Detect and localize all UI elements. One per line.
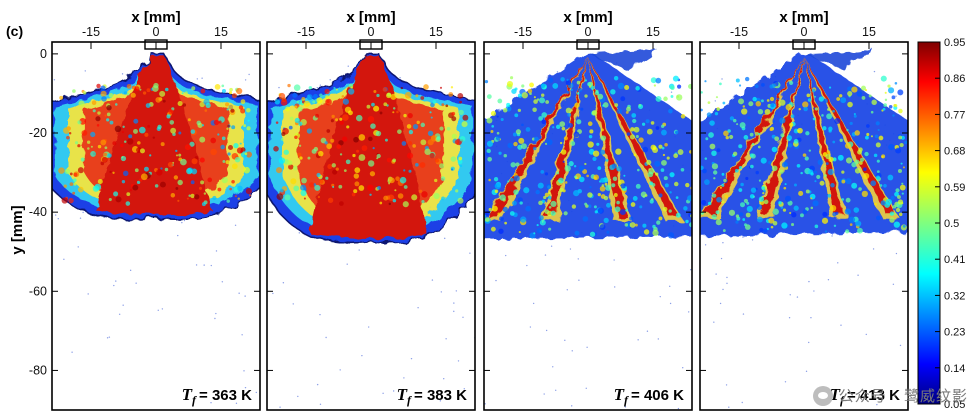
colorbar-tick-label: 0.41 <box>944 254 965 266</box>
colorbar-tick-label: 0.5 <box>944 218 959 230</box>
x-axis-label: x [mm] <box>346 9 395 26</box>
y-tick-label: 0 <box>40 47 47 61</box>
spray-image <box>700 49 908 408</box>
y-tick-label: -20 <box>29 126 47 140</box>
y-axis-label: y [mm] <box>9 205 26 254</box>
colorbar: 0.95 0.86 0.77 0.68 0.59 0.5 0.41 0.32 0.23 0.14 0… <box>917 37 965 411</box>
colorbar-tick-label: 0.23 <box>944 327 965 339</box>
x-tick-label: -15 <box>297 25 315 39</box>
x-tick-label: -15 <box>82 25 100 39</box>
y-tick-label: -80 <box>29 363 47 377</box>
x-tick-label: 0 <box>801 25 808 39</box>
x-tick-label: 15 <box>646 25 660 39</box>
watermark-text: 公众号 · 鹭威纹影 <box>838 386 968 405</box>
x-tick-label: 15 <box>429 25 443 39</box>
x-tick-label: 0 <box>368 25 375 39</box>
x-tick-label: -15 <box>730 25 748 39</box>
colorbar-tick-label: 0.05 <box>944 399 965 411</box>
y-tick-label: -60 <box>29 284 47 298</box>
colorbar-tick-label: 0.95 <box>944 37 965 49</box>
x-tick-label: -15 <box>514 25 532 39</box>
panel-temperature-label: Tf = 413 K <box>830 385 901 407</box>
panel-temperature-label: Tf = 383 K <box>397 385 468 407</box>
colorbar-tick-label: 0.14 <box>944 363 965 375</box>
spray-image <box>484 49 692 410</box>
colorbar-tick-label: 0.59 <box>944 182 965 194</box>
panel-temperature-label: Tf = 363 K <box>182 385 253 407</box>
x-tick-label: 15 <box>214 25 228 39</box>
panel-2: -15 0 15 x [mm] Tf = 383 K <box>266 9 476 411</box>
panel-3: -15 0 15 x [mm] Tf = 406 K <box>483 9 693 411</box>
colorbar-ticks: 0.95 0.86 0.77 0.68 0.59 0.5 0.41 0.32 0.23 0.14 0… <box>935 37 965 411</box>
colorbar-tick-label: 0.68 <box>944 146 965 158</box>
panel-4: -15 0 15 x [mm] Tf = 413 K <box>699 9 909 411</box>
colorbar-tick-label: 0.86 <box>944 73 965 85</box>
x-tick-label: 15 <box>862 25 876 39</box>
x-tick-label: 0 <box>585 25 592 39</box>
x-axis-label: x [mm] <box>131 9 180 26</box>
colorbar-tick-label: 0.32 <box>944 290 965 302</box>
colorbar-tick-label: 0.77 <box>944 109 965 121</box>
figure-label: (c) <box>6 23 23 39</box>
y-tick-label: -40 <box>29 205 47 219</box>
panel-temperature-label: Tf = 406 K <box>614 385 685 407</box>
spray-image <box>267 53 475 408</box>
wechat-logo-icon <box>812 386 833 406</box>
spray-image <box>52 53 260 404</box>
x-tick-label: 0 <box>153 25 160 39</box>
x-axis-label: x [mm] <box>779 9 828 26</box>
x-axis-label: x [mm] <box>563 9 612 26</box>
watermark: 公众号 · 鹭威纹影 <box>812 385 968 406</box>
